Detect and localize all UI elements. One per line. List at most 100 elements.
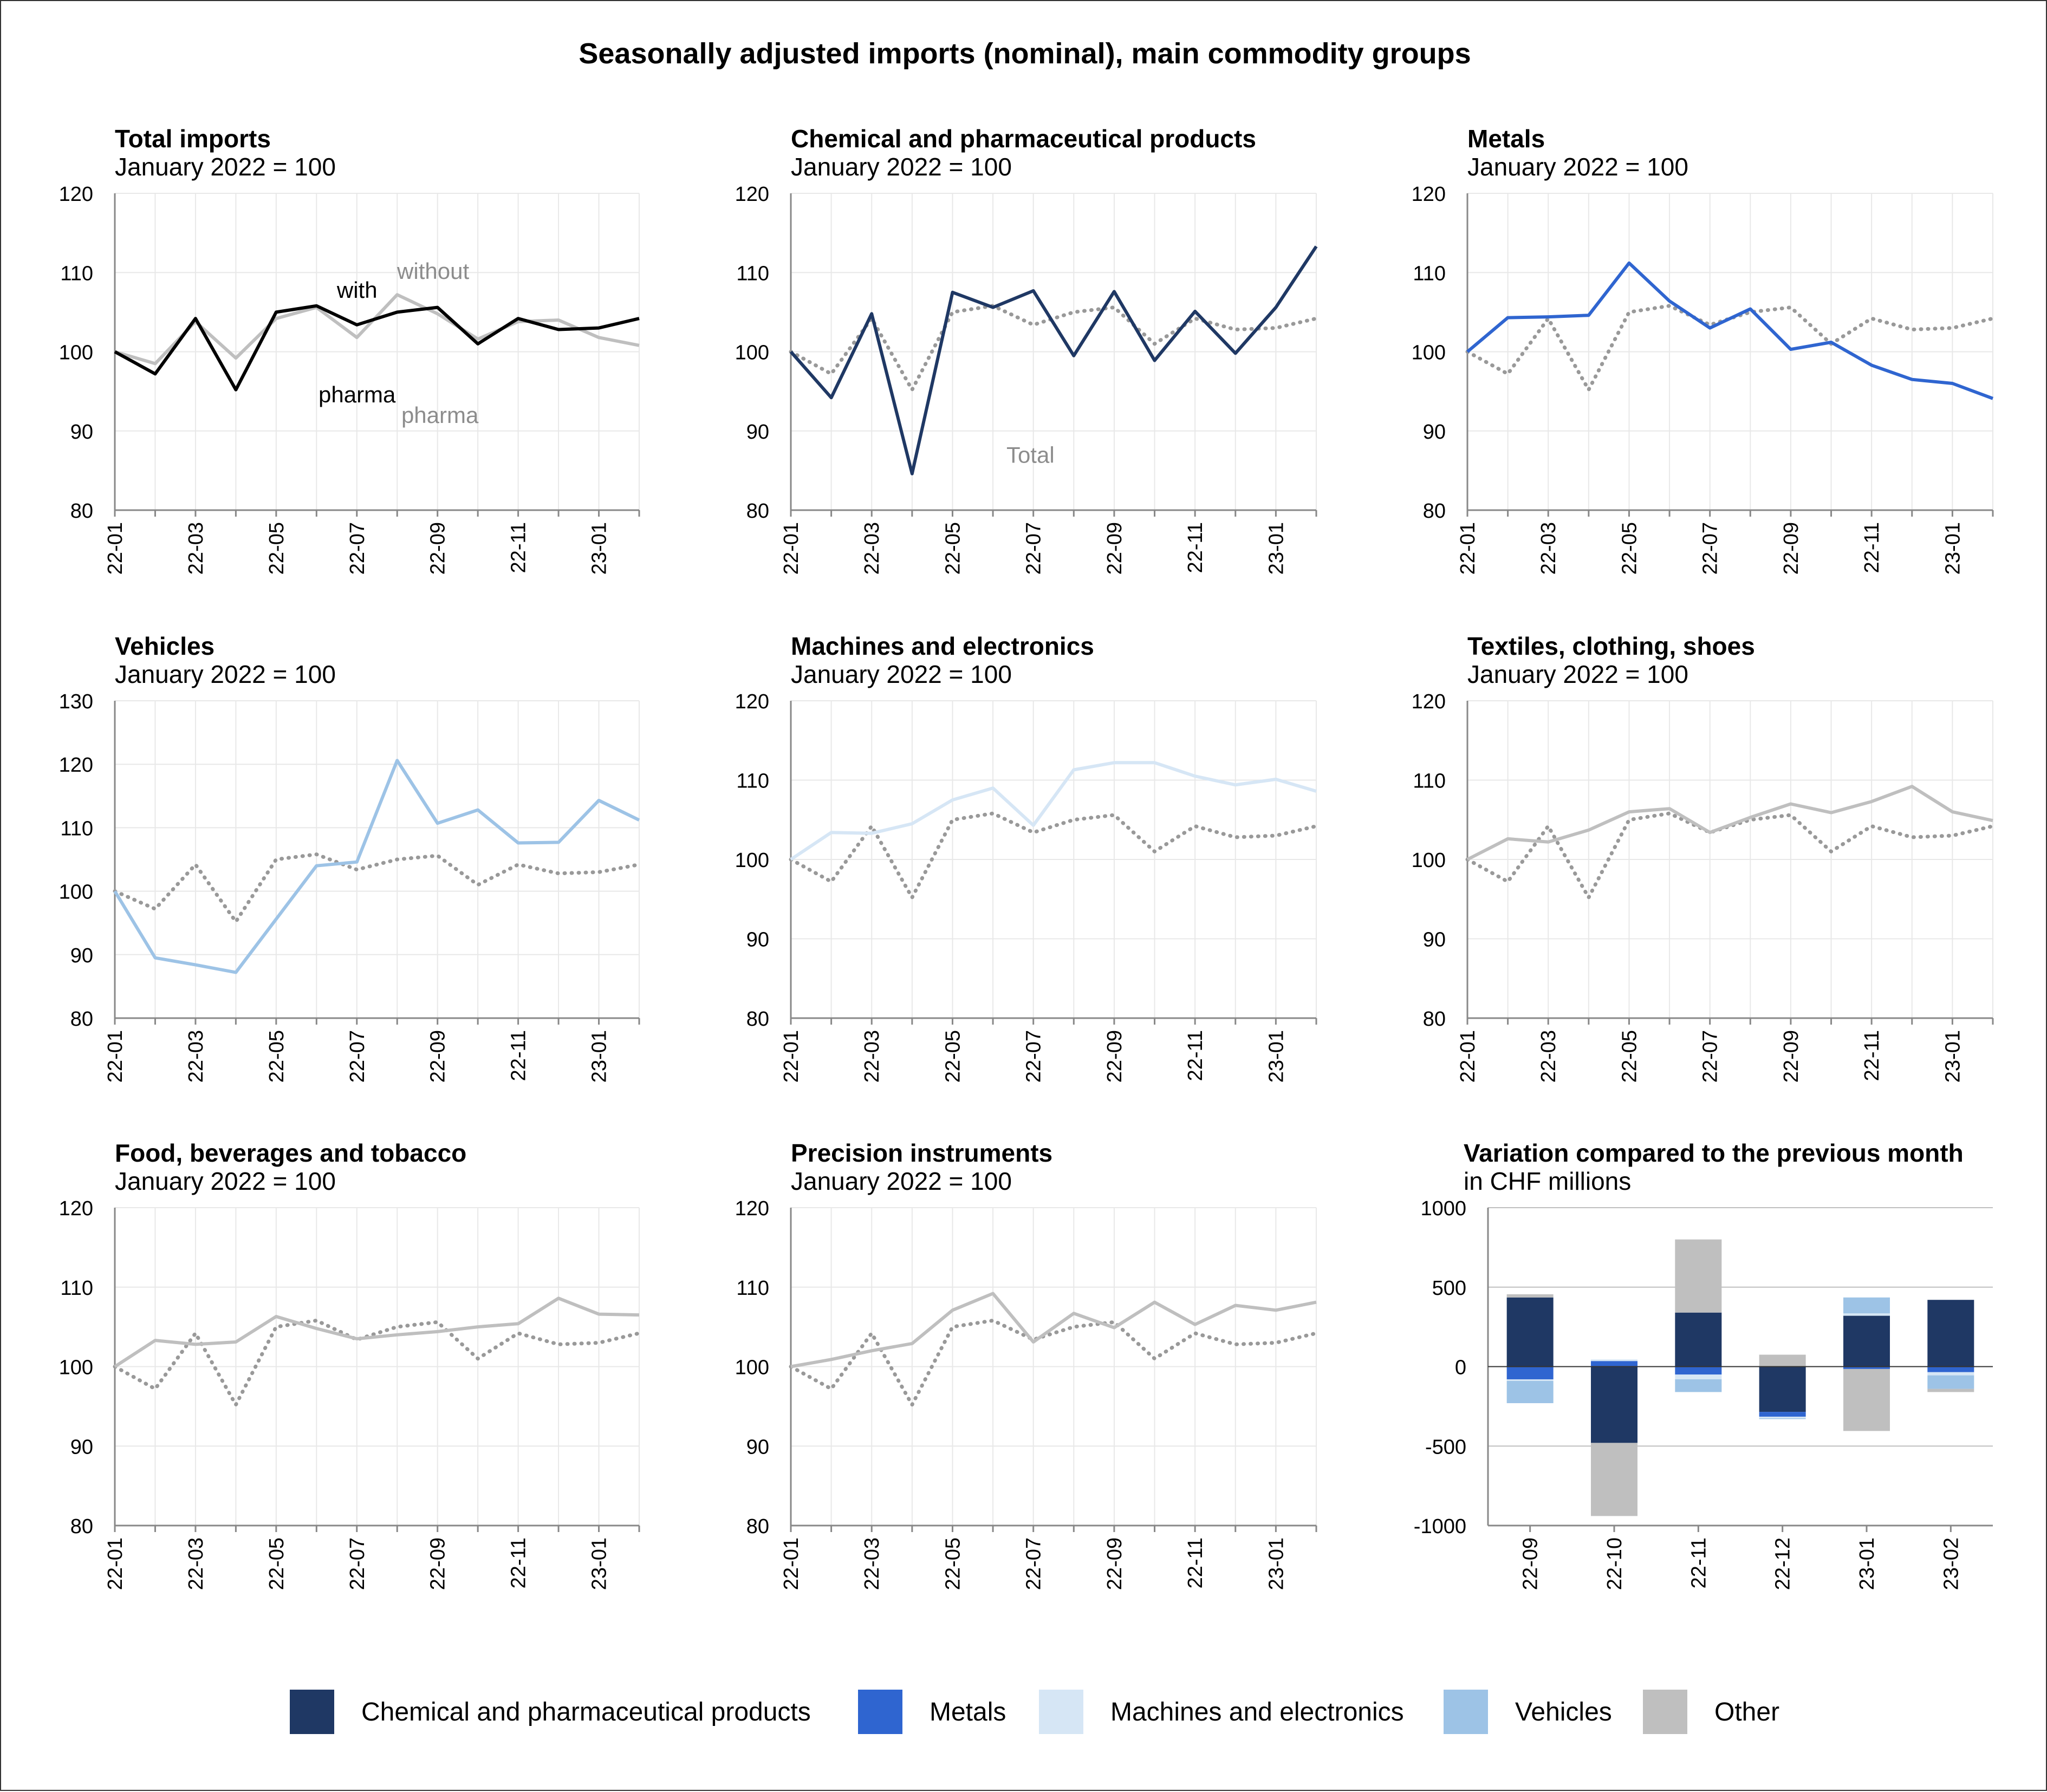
data-point <box>1193 1323 1197 1326</box>
bar-segment <box>1927 1389 1974 1392</box>
data-point <box>1668 299 1671 303</box>
y-tick-label: 80 <box>1423 1008 1446 1031</box>
x-tick-label: 22-03 <box>1537 1030 1560 1083</box>
data-point <box>991 306 995 309</box>
x-tick-label: 22-07 <box>1023 1030 1045 1083</box>
data-point <box>1506 372 1510 375</box>
data-point <box>597 1313 601 1316</box>
data-point <box>234 388 237 392</box>
data-point <box>1274 834 1277 837</box>
data-point <box>194 317 197 320</box>
x-tick-label: 22-05 <box>941 1537 964 1590</box>
series-line <box>789 304 1318 392</box>
bar-segment <box>1591 1443 1637 1516</box>
data-point <box>638 344 641 347</box>
data-point <box>1193 310 1197 313</box>
data-point <box>395 1325 399 1328</box>
panel-subtitle: January 2022 = 100 <box>1467 153 1688 181</box>
panel-subtitle: January 2022 = 100 <box>791 660 1012 688</box>
data-point <box>1153 1301 1156 1304</box>
data-point <box>557 872 560 875</box>
data-point <box>436 822 439 825</box>
y-tick-label: 110 <box>60 1277 93 1300</box>
y-tick-label: 80 <box>70 1008 93 1031</box>
data-point <box>1072 768 1075 771</box>
data-point <box>315 853 318 856</box>
panel-title: Precision instruments <box>791 1139 1052 1167</box>
data-point <box>1951 810 1954 813</box>
data-point <box>1708 831 1712 834</box>
bar-segment <box>1759 1366 1806 1412</box>
x-tick-label: 22-11 <box>1861 1030 1883 1081</box>
data-point <box>355 323 359 327</box>
data-point <box>476 809 479 812</box>
data-point <box>1546 840 1550 844</box>
legend-swatch <box>290 1690 334 1734</box>
x-tick-label: 22-11 <box>1184 1030 1207 1081</box>
data-point <box>234 971 237 974</box>
series-line <box>789 811 1318 900</box>
data-point <box>830 372 833 375</box>
data-point <box>355 1337 359 1340</box>
y-tick-label: -1000 <box>1414 1515 1466 1538</box>
x-tick-label: 22-07 <box>346 1030 369 1083</box>
y-tick-label: 0 <box>1455 1357 1466 1379</box>
x-tick-label: 22-09 <box>427 1030 450 1083</box>
y-tick-label: 500 <box>1432 1277 1466 1300</box>
data-point <box>870 312 873 315</box>
data-point <box>911 1403 914 1406</box>
data-point <box>597 336 601 339</box>
data-point <box>991 786 995 790</box>
series-line <box>1466 261 1994 400</box>
data-point <box>1113 1326 1116 1330</box>
data-point <box>153 362 157 365</box>
data-point <box>476 1357 479 1360</box>
data-point <box>275 1325 278 1328</box>
data-point <box>1274 778 1277 781</box>
data-point <box>275 1315 278 1318</box>
x-tick-label: 23-01 <box>1265 522 1288 575</box>
y-tick-label: 90 <box>746 1436 769 1458</box>
data-point <box>1991 397 1994 400</box>
y-tick-label: 100 <box>735 1357 769 1379</box>
legend-label: Chemical and pharmaceutical products <box>361 1698 811 1726</box>
x-tick-label: 22-03 <box>861 522 883 575</box>
bar-segment <box>1759 1412 1806 1417</box>
data-point <box>991 812 995 815</box>
data-point <box>395 310 399 314</box>
data-point <box>638 1332 641 1335</box>
data-point <box>315 1319 318 1322</box>
data-point <box>234 920 237 923</box>
data-point <box>1789 348 1792 351</box>
bar-segment <box>1927 1372 1974 1376</box>
data-point <box>1466 350 1469 354</box>
x-tick-label: 22-05 <box>1618 1030 1641 1083</box>
x-tick-label: 22-11 <box>508 1537 530 1588</box>
data-point <box>638 1313 641 1317</box>
data-point <box>517 317 520 320</box>
panel-title: Chemical and pharmaceutical products <box>791 125 1256 153</box>
data-point <box>234 1403 237 1406</box>
x-tick-label: 22-05 <box>1618 522 1641 575</box>
data-point <box>395 858 399 861</box>
data-point <box>1951 834 1954 837</box>
data-point <box>1587 388 1590 392</box>
x-tick-label: 23-01 <box>1856 1537 1879 1590</box>
data-point <box>355 868 359 871</box>
data-point <box>1274 306 1277 309</box>
data-point <box>638 317 641 320</box>
data-point <box>789 350 792 354</box>
data-point <box>1668 812 1671 815</box>
x-tick-label: 22-07 <box>346 1537 369 1590</box>
panel-title: Food, beverages and tobacco <box>115 1139 466 1167</box>
x-tick-label: 22-11 <box>1687 1537 1710 1588</box>
data-point <box>436 312 439 315</box>
data-point <box>911 472 914 475</box>
panel-subtitle: January 2022 = 100 <box>115 660 336 688</box>
panel-title: Vehicles <box>115 632 215 660</box>
y-tick-label: 110 <box>60 817 93 840</box>
data-point <box>1506 880 1510 883</box>
